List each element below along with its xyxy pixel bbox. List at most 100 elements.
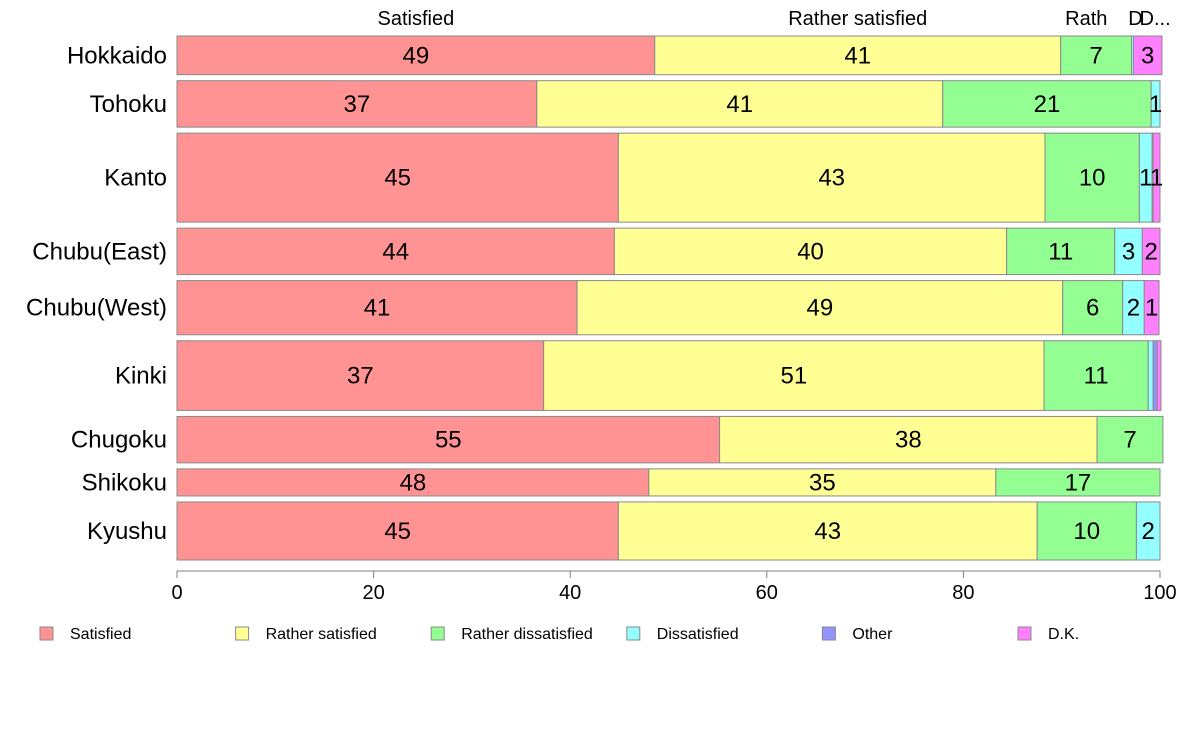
data-label: 1: [1139, 165, 1152, 192]
x-tick-label: 40: [559, 582, 581, 604]
legend-swatch: [1017, 626, 1032, 641]
legend-label: Rather dissatisfied: [461, 626, 593, 643]
data-label: 41: [364, 295, 391, 322]
legend-swatch: [430, 626, 445, 641]
bar-segment: [995, 468, 1161, 497]
bar-segment: [1044, 132, 1140, 223]
data-label: 7: [1089, 42, 1102, 69]
bar-segment: [1006, 227, 1116, 276]
bar-segment: [1147, 340, 1154, 411]
legend: Satisfied Rather satisfied Rather dissatis…: [39, 626, 1079, 643]
data-label: 44: [382, 238, 409, 265]
category-label: Kanto: [104, 165, 167, 192]
bar-segment: [1152, 132, 1161, 223]
data-label: 1: [1145, 295, 1158, 322]
data-label: 11: [1048, 238, 1073, 265]
bar-segment: [654, 35, 1062, 76]
category-label: Kyushu: [87, 518, 167, 545]
data-label: 41: [726, 91, 753, 118]
category-label: Shikoku: [82, 469, 167, 496]
data-label: 38: [895, 427, 922, 454]
data-label: 2: [1142, 518, 1155, 545]
data-label: 43: [818, 165, 845, 192]
bar-segment: [176, 80, 538, 128]
bar-segment: [1156, 340, 1162, 411]
bar-segment: [536, 80, 944, 128]
bar-segment: [176, 415, 721, 464]
data-label: 17: [1065, 469, 1092, 496]
data-label: 48: [400, 469, 427, 496]
bar-segment: [942, 80, 1152, 128]
column-header-label: Rather satisfied: [788, 8, 927, 30]
x-tick-label: 60: [756, 582, 778, 604]
bar-segment: [617, 501, 1038, 561]
data-label: 41: [844, 42, 871, 69]
legend-swatch: [39, 626, 54, 641]
bar-segment: [1143, 280, 1160, 336]
data-label: 49: [807, 295, 834, 322]
bar-segment: [1152, 340, 1158, 411]
x-tick-label: 80: [952, 582, 974, 604]
bar-segment: [1043, 340, 1149, 411]
category-label: Tohoku: [90, 91, 167, 118]
legend-label: Rather satisfied: [266, 626, 377, 643]
data-label: 7: [1123, 427, 1136, 454]
bar-segment: [576, 280, 1064, 336]
bar-segment: [617, 132, 1046, 223]
bar-segment: [176, 340, 545, 411]
legend-label: Dissatisfied: [657, 626, 739, 643]
legend-label: Other: [852, 626, 893, 643]
bar-segment: [1150, 80, 1161, 128]
x-axis: 0 20 40 60 80 100: [171, 570, 1177, 604]
legend-swatch: [626, 626, 641, 641]
bar-segment: [543, 340, 1045, 411]
x-tick-label: 0: [171, 582, 182, 604]
bar-segment: [1114, 227, 1143, 276]
category-label: Chubu(East): [32, 238, 167, 265]
data-label: 37: [347, 363, 374, 390]
data-label: 55: [435, 427, 462, 454]
bar-segment: [1036, 501, 1137, 561]
column-header-label: Rath: [1065, 8, 1107, 30]
data-label: 49: [403, 42, 430, 69]
data-label: 21: [1034, 91, 1061, 118]
data-label: 45: [384, 165, 411, 192]
legend-label: Satisfied: [70, 626, 131, 643]
x-tick-label: 100: [1143, 582, 1176, 604]
category-label: Kinki: [115, 363, 167, 390]
column-header-labels: Satisfied Rather satisfied Rath DD...: [378, 8, 1171, 30]
column-header-label: D: [1128, 8, 1142, 30]
data-label: 3: [1122, 238, 1135, 265]
bar-segment: [1096, 415, 1164, 464]
legend-swatch: [235, 626, 250, 641]
category-label: Hokkaido: [67, 42, 167, 69]
bar-segment: [176, 501, 619, 561]
column-header-label: Satisfied: [378, 8, 455, 30]
data-label: 51: [780, 363, 807, 390]
data-label: 10: [1073, 518, 1100, 545]
bar-segment: [176, 280, 578, 336]
data-label: 2: [1127, 295, 1140, 322]
data-label: 40: [797, 238, 824, 265]
data-label: 10: [1079, 165, 1106, 192]
bar-segment: [719, 415, 1098, 464]
data-label: 35: [809, 469, 836, 496]
bar-segment: [176, 468, 650, 497]
bar-segment: [1132, 35, 1163, 76]
data-label: 2: [1144, 238, 1157, 265]
bar-segment: [1141, 227, 1161, 276]
data-label: 1: [1150, 165, 1163, 192]
data-label: 11: [1084, 363, 1109, 390]
legend-swatch: [821, 626, 836, 641]
column-header-label: D...: [1140, 8, 1171, 30]
category-label: Chubu(West): [26, 295, 167, 322]
data-label: 37: [344, 91, 371, 118]
data-label: 1: [1149, 91, 1162, 118]
data-label: 45: [384, 518, 411, 545]
category-label: Chugoku: [71, 427, 167, 454]
data-label: 43: [814, 518, 841, 545]
data-label: 6: [1086, 295, 1099, 322]
legend-label: D.K.: [1048, 626, 1079, 643]
